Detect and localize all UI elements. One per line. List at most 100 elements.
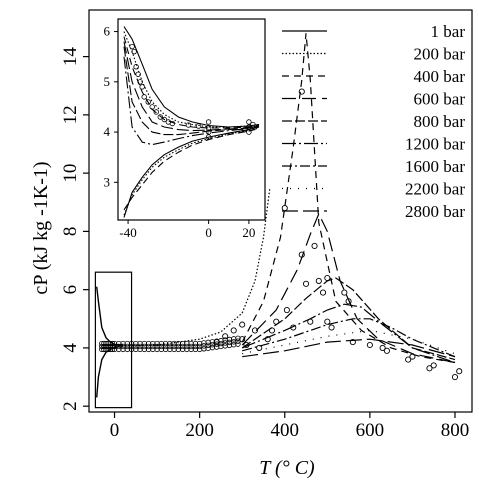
data-marker [379, 344, 386, 351]
data-marker [320, 289, 327, 296]
inset-curve-4 [123, 46, 260, 136]
data-marker [251, 327, 259, 334]
data-marker [222, 333, 229, 340]
inset-x-axis: -40 0 20 [119, 220, 255, 240]
inset-marker [131, 48, 137, 55]
inset-marker [129, 43, 135, 50]
data-marker [230, 336, 237, 342]
series-line-2 [241, 33, 456, 364]
y-tick-label: 12 [60, 105, 81, 124]
inset-marker [205, 134, 212, 140]
data-marker [302, 280, 310, 287]
inset-curve-7 [123, 127, 260, 216]
y-axis: 2 4 6 8 10 12 14 [60, 47, 89, 411]
inset-marker [205, 119, 212, 125]
y-tick-label: 4 [60, 343, 81, 353]
series-line-7 [242, 329, 456, 355]
data-marker [213, 339, 220, 346]
data-marker [456, 368, 463, 375]
legend-label-8: 2800 bar [405, 202, 465, 221]
data-marker [426, 365, 433, 372]
data-marker [239, 336, 246, 343]
inset-y-tick-label: 6 [104, 24, 111, 39]
inset-marker [205, 129, 212, 135]
data-marker [383, 347, 390, 354]
inset-x-tick-label: 0 [205, 225, 212, 240]
inset-marker [137, 79, 143, 85]
main-plot-frame [88, 9, 473, 413]
main-marker-layer [99, 88, 463, 381]
inset-marker [161, 116, 168, 123]
data-marker [298, 251, 305, 258]
legend-label-4: 800 bar [414, 112, 466, 131]
inset-marker [133, 64, 139, 70]
low-t-curve-1 [96, 286, 124, 346]
legend-label-1: 200 bar [414, 45, 466, 64]
inset-marker [145, 99, 151, 105]
inset-marker [153, 109, 159, 115]
x-tick-label: 600 [356, 420, 385, 441]
data-marker [451, 373, 459, 381]
inset-marker [250, 121, 256, 128]
data-marker [256, 344, 263, 351]
legend-label-0: 1 bar [431, 22, 466, 41]
data-marker [230, 327, 237, 334]
legend: 1 bar 200 bar 400 bar 600 bar 800 bar 1200 ba… [282, 22, 465, 221]
inset-plot: -40 0 20 3 4 5 6 [104, 18, 266, 240]
legend-label-2: 400 bar [414, 67, 466, 86]
data-marker [409, 353, 416, 360]
y-axis-label: cP (kJ kg -1K-1) [30, 161, 52, 294]
inset-marker [139, 84, 145, 90]
x-tick-label: 200 [185, 420, 214, 441]
inset-marker [135, 71, 141, 77]
inset-marker [246, 124, 252, 130]
inset-curve-5 [123, 56, 260, 146]
data-marker [349, 339, 356, 346]
inset-marker [242, 126, 248, 133]
x-tick-label: 0 [110, 420, 120, 441]
inset-marker [205, 125, 212, 131]
x-tick-label: 800 [441, 420, 470, 441]
data-marker [283, 306, 290, 314]
y-tick-label: 10 [60, 164, 81, 183]
data-marker [298, 88, 305, 95]
series-line-6 [242, 318, 456, 358]
low-t-curve-0 [96, 344, 124, 398]
inset-marker [195, 123, 202, 129]
data-marker [324, 318, 331, 325]
series-line-1 [114, 187, 271, 348]
legend-label-7: 2200 bar [405, 180, 465, 199]
inset-marker [157, 114, 163, 120]
legend-label-3: 600 bar [414, 90, 466, 109]
inset-marker [169, 120, 176, 127]
inset-y-tick-label: 4 [104, 124, 111, 139]
legend-label-6: 1600 bar [405, 157, 465, 176]
data-marker [281, 205, 288, 212]
data-marker [205, 339, 211, 346]
data-marker [243, 341, 250, 349]
data-marker [239, 321, 246, 328]
inset-x-tick-label: -40 [119, 225, 136, 240]
data-marker [235, 341, 241, 347]
y-tick-label: 14 [60, 47, 81, 67]
data-marker [366, 341, 373, 349]
y-tick-label: 6 [60, 285, 81, 295]
series-line-3 [241, 212, 456, 364]
inset-y-tick-label: 5 [104, 74, 111, 89]
data-marker [307, 318, 314, 325]
y-tick-label: 8 [60, 227, 81, 237]
inset-x-tick-label: 20 [242, 225, 255, 240]
x-tick-label: 400 [271, 420, 300, 441]
data-marker [328, 324, 335, 331]
inset-curve-6 [123, 126, 260, 218]
main-series-layer [96, 33, 456, 398]
inset-marker [185, 122, 192, 128]
x-axis: 0 200 400 600 800 [110, 412, 469, 441]
series-line-5 [241, 303, 456, 364]
inset-marker [246, 129, 252, 135]
y-tick-label: 2 [60, 401, 81, 411]
legend-label-5: 1200 bar [405, 135, 465, 154]
data-marker [264, 336, 271, 343]
